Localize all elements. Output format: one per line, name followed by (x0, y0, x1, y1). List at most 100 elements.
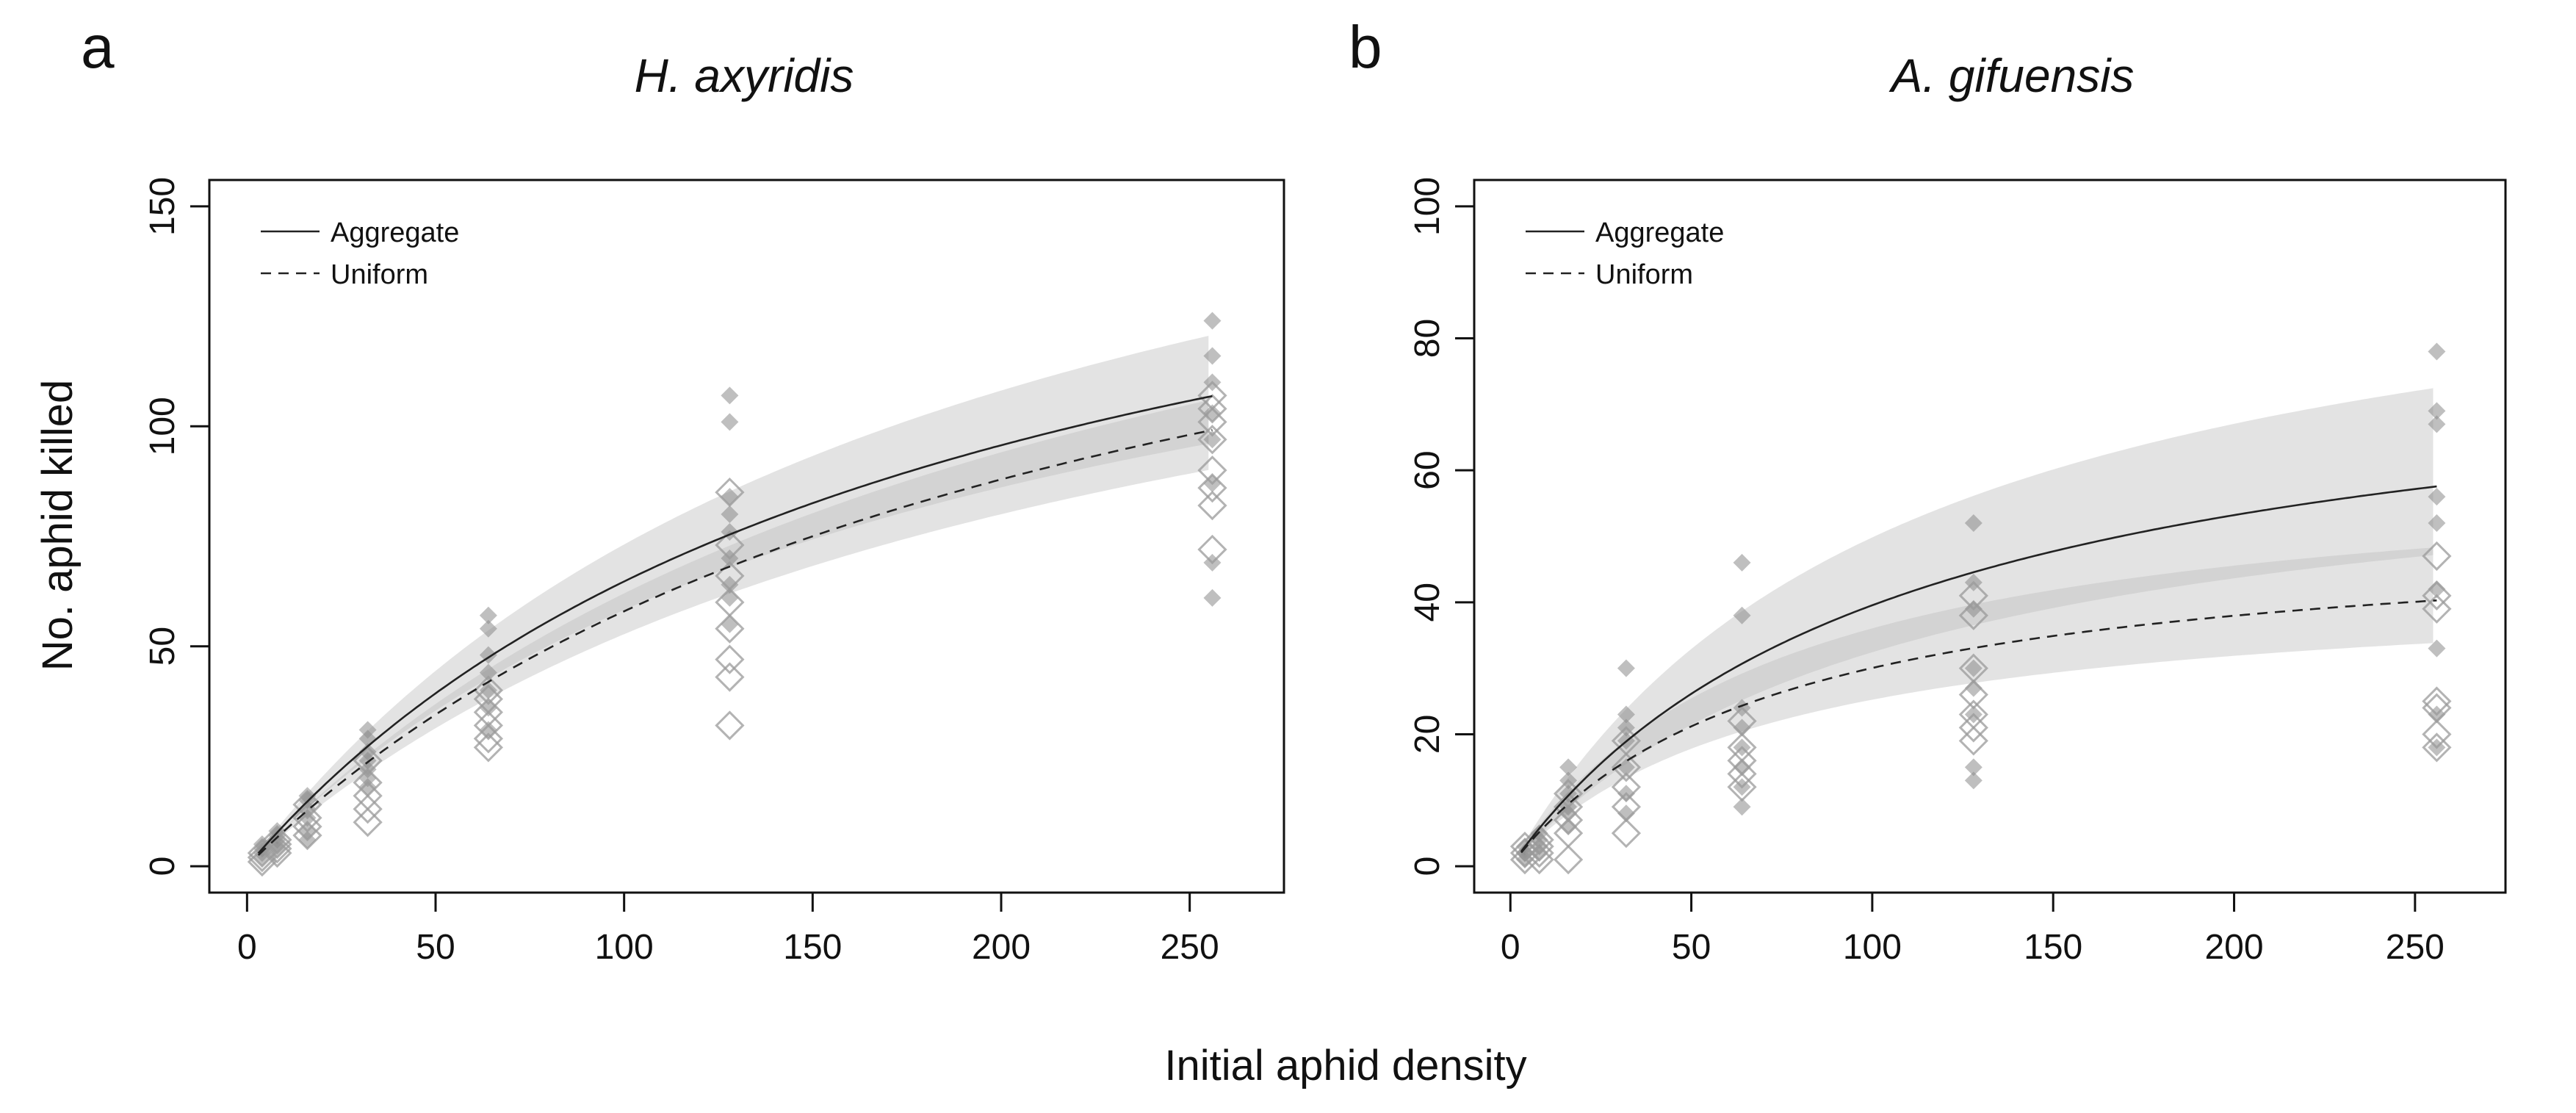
point-aggregate (1733, 606, 1751, 624)
point-aggregate (1617, 705, 1635, 724)
ci-band-aggregate (258, 336, 1209, 855)
point-aggregate (479, 619, 497, 638)
legend-label-uniform: Uniform (1595, 259, 1693, 290)
chart-title: A. gifuensis (1888, 49, 2135, 102)
point-uniform (1197, 381, 1227, 411)
point-uniform (1553, 792, 1584, 822)
point-uniform (1524, 844, 1554, 875)
point-aggregate (358, 721, 377, 739)
point-uniform (1958, 680, 1988, 710)
point-uniform (1727, 732, 1757, 763)
point-aggregate (1617, 758, 1635, 777)
point-uniform (1727, 746, 1757, 776)
point-aggregate (1203, 311, 1222, 330)
point-uniform (715, 644, 745, 674)
x-tick-label: 100 (595, 928, 654, 967)
x-tick-label: 50 (416, 928, 455, 967)
curve-aggregate (1520, 485, 2437, 852)
y-tick-label: 60 (1408, 450, 1447, 489)
point-uniform (1553, 818, 1584, 849)
y-tick-label: 40 (1408, 583, 1447, 622)
point-aggregate (1559, 758, 1578, 777)
point-uniform (1958, 653, 1988, 683)
legend: Aggregate Uniform (261, 217, 459, 290)
point-uniform (2422, 541, 2452, 572)
point-aggregate (1964, 771, 1982, 790)
chart-title: H. axyridis (635, 49, 854, 102)
point-uniform (1611, 792, 1642, 822)
x-tick-label: 200 (972, 928, 1031, 967)
x-tick-label: 250 (1161, 928, 1219, 967)
point-aggregate (1733, 758, 1751, 777)
y-tick-label: 100 (143, 397, 182, 455)
point-uniform (2422, 686, 2452, 716)
point-aggregate (721, 413, 739, 431)
y-tick-label: 150 (143, 177, 182, 236)
point-aggregate (721, 386, 739, 405)
point-aggregate (2428, 639, 2446, 658)
point-uniform (2422, 732, 2452, 763)
x-tick-label: 150 (2024, 928, 2082, 967)
y-tick-label: 0 (143, 857, 182, 876)
x-tick-label: 200 (2204, 928, 2263, 967)
point-uniform (473, 697, 503, 727)
point-uniform (715, 561, 745, 591)
point-aggregate (1733, 553, 1751, 572)
point-uniform (1958, 580, 1988, 610)
point-aggregate (1733, 798, 1751, 816)
y-tick-label: 0 (1408, 857, 1447, 876)
legend: Aggregate Uniform (1526, 217, 1724, 290)
point-uniform (1197, 407, 1227, 437)
point-aggregate (1964, 514, 1982, 533)
point-uniform (1611, 772, 1642, 802)
point-aggregate (2428, 488, 2446, 506)
plot-frame (1473, 179, 2507, 894)
x-tick-label: 150 (783, 928, 842, 967)
x-tick-label: 100 (1843, 928, 1902, 967)
point-uniform (262, 825, 292, 855)
curve-aggregate (257, 395, 1213, 854)
plot-area (247, 311, 1227, 877)
point-uniform (1197, 490, 1227, 521)
panel-label: a (81, 14, 115, 81)
point-aggregate (1964, 659, 1982, 677)
point-aggregate (721, 575, 739, 594)
point-uniform (1611, 818, 1642, 849)
ci-band-uniform (258, 400, 1209, 857)
point-aggregate (1203, 588, 1222, 607)
y-tick-label: 100 (1408, 177, 1447, 236)
point-uniform (473, 675, 503, 705)
y-axis-label: No. aphid killed (34, 380, 82, 671)
point-uniform (715, 662, 745, 692)
point-uniform (1727, 706, 1757, 736)
point-uniform (1197, 534, 1227, 565)
point-aggregate (479, 606, 497, 624)
point-aggregate (2428, 514, 2446, 533)
point-uniform (1524, 832, 1554, 862)
point-uniform (473, 710, 503, 741)
panel-label: b (1349, 14, 1382, 81)
point-aggregate (1617, 659, 1635, 677)
x-axis-label: Initial aphid density (1164, 1042, 1526, 1089)
point-uniform (2422, 594, 2452, 624)
point-uniform (1553, 805, 1584, 835)
point-aggregate (2428, 415, 2446, 433)
point-aggregate (479, 721, 497, 739)
point-uniform (353, 746, 383, 776)
point-aggregate (1733, 718, 1751, 737)
point-uniform (1197, 473, 1227, 503)
point-uniform (715, 530, 745, 561)
point-uniform (1524, 825, 1554, 855)
point-aggregate (298, 787, 317, 805)
curve-uniform (1520, 599, 2437, 854)
legend-label-uniform: Uniform (331, 259, 428, 290)
point-aggregate (1964, 679, 1982, 697)
y-tick-label: 20 (1408, 715, 1447, 754)
point-aggregate (2428, 580, 2446, 598)
point-uniform (262, 829, 292, 860)
point-aggregate (479, 663, 497, 682)
point-uniform (715, 710, 745, 741)
panel-a: a H. axyridis 0 50 100 150 200 250 0 50 100 150 Aggr… (81, 14, 1285, 967)
point-uniform (1553, 844, 1584, 875)
